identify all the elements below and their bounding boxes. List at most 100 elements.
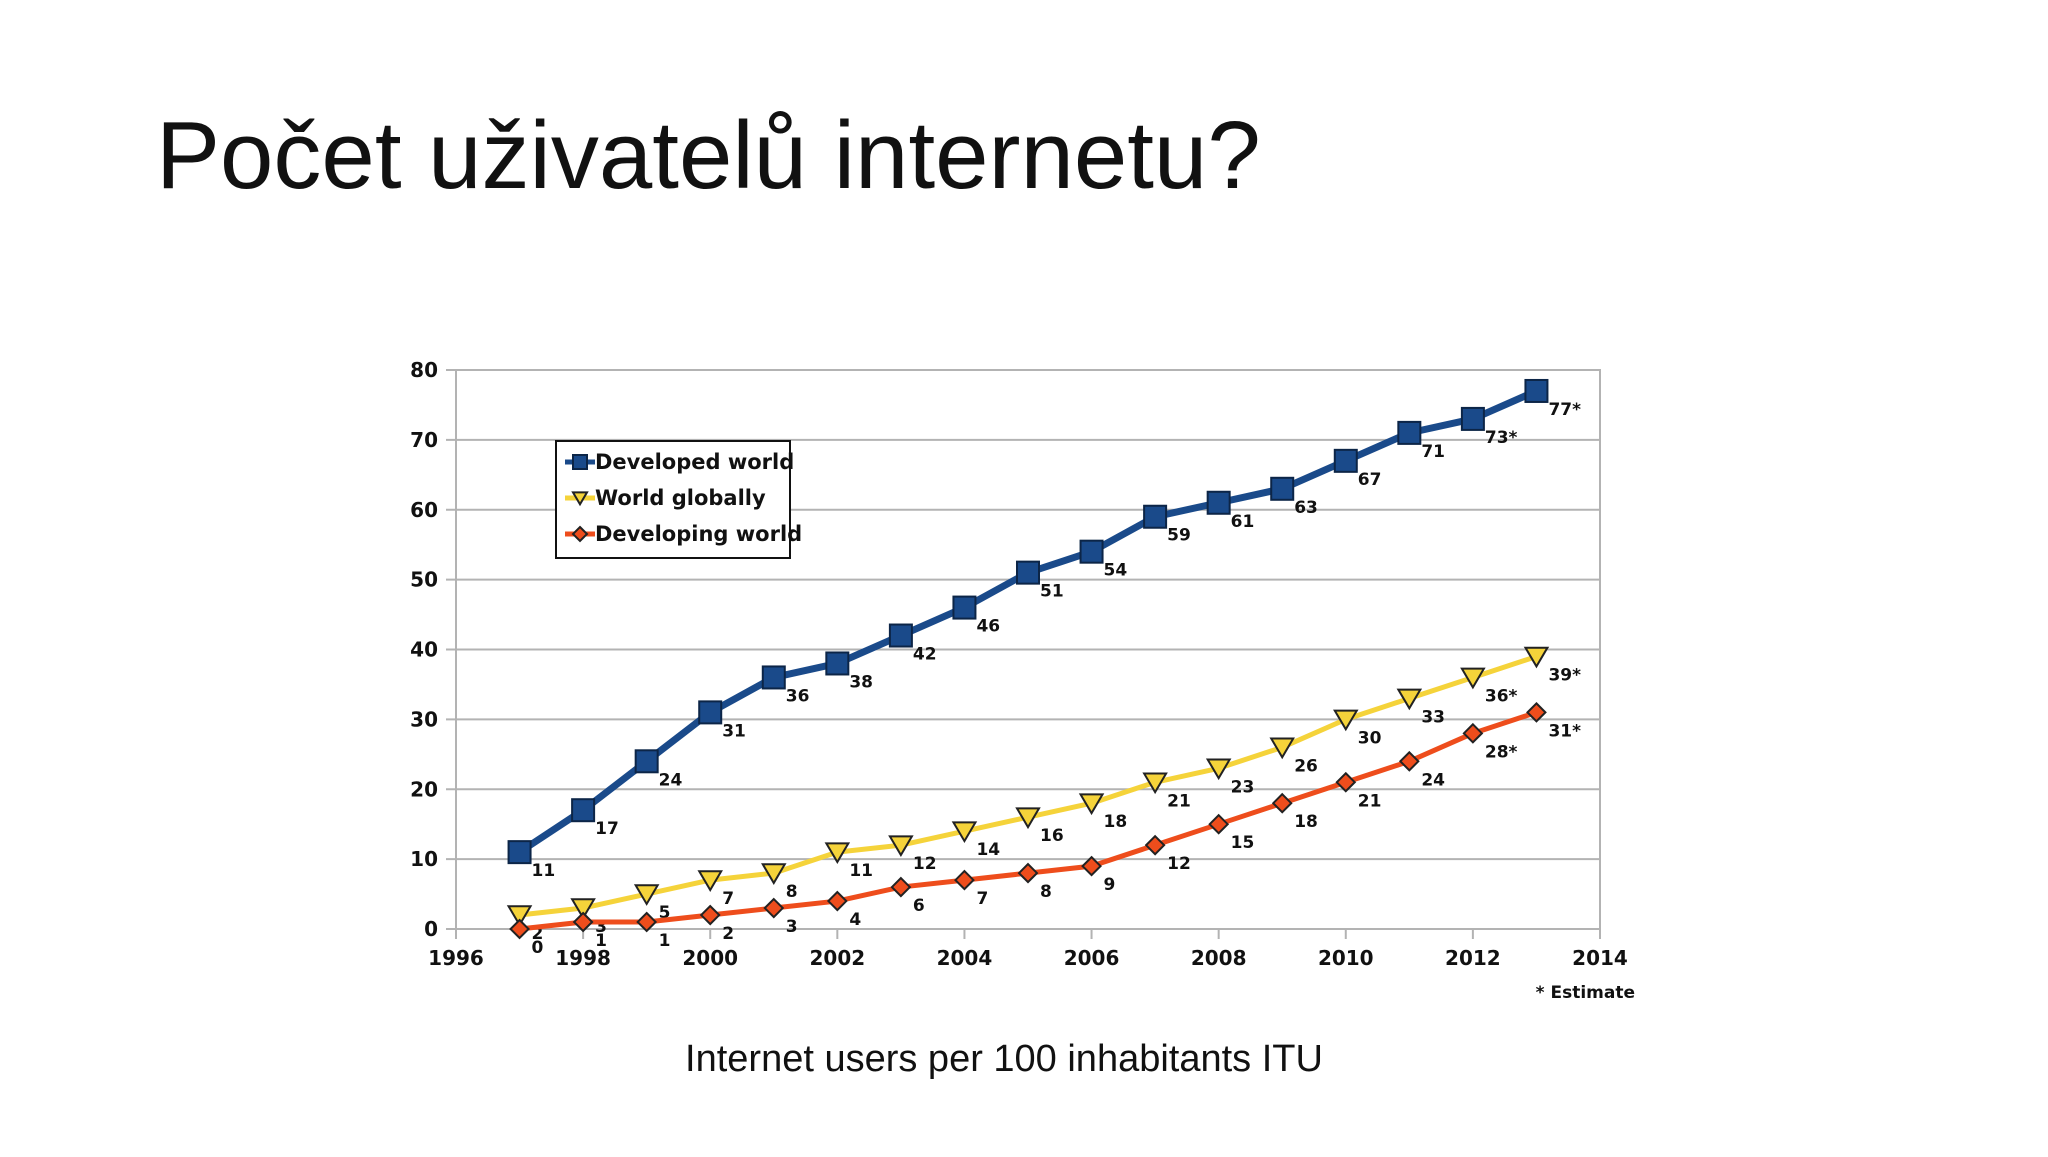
y-tick-label: 30 [410,707,438,731]
data-label: 39* [1548,665,1581,685]
data-point [952,595,977,620]
data-label: 28* [1485,742,1518,762]
data-point [890,876,912,898]
data-point [1206,490,1231,515]
x-tick-label: 2004 [937,946,993,970]
data-point [1208,813,1230,835]
data-point [888,835,914,858]
data-point [1016,560,1040,585]
x-tick-label: 2000 [682,946,738,970]
data-label: 36* [1485,686,1518,706]
data-label: 7 [976,889,988,909]
chart-footnote: * Estimate [1536,983,1635,1003]
chart-caption: Internet users per 100 inhabitants ITU [685,1038,1323,1080]
data-point [1270,476,1295,501]
y-tick-label: 60 [410,498,438,522]
x-tick-label: 2014 [1572,946,1628,970]
data-label: 17 [595,819,619,839]
legend-marker [571,491,589,507]
data-label: 8 [786,882,798,902]
data-point [825,651,850,676]
data-point [507,840,532,865]
data-point [633,884,660,906]
data-point [1333,448,1358,473]
x-tick-label: 1996 [428,946,484,970]
series-developed-world: 11 17 24 31 36 38 42 46 51 54 59 61 63 67 71 73* 77* [507,378,1581,881]
data-label: 42 [913,645,937,665]
data-point [1081,855,1102,877]
data-label: 16 [1040,826,1064,846]
data-label: 63 [1294,498,1318,518]
data-label: 9 [1104,875,1116,895]
data-point [1462,722,1484,744]
data-point [634,749,659,774]
legend-label: Developed world [595,450,794,474]
y-tick-label: 50 [410,568,438,592]
data-point [1269,737,1295,760]
data-point [1143,504,1168,529]
data-point [1271,792,1293,814]
data-label: 67 [1358,470,1382,490]
data-point [572,911,594,933]
data-point [1526,701,1547,723]
data-label: 33 [1421,707,1445,727]
data-label: 51 [1040,582,1064,602]
x-tick-label: 2002 [809,946,865,970]
y-tick-label: 80 [410,358,438,382]
data-point [570,898,596,920]
data-label: 54 [1104,561,1128,581]
x-tick-label: 2012 [1445,946,1501,970]
data-label: 11 [849,861,873,881]
data-label: 61 [1231,512,1255,532]
data-label: 6 [913,896,925,916]
data-point [506,905,533,927]
data-label: 38 [849,672,873,692]
data-point [1460,406,1485,431]
data-point [761,665,786,690]
data-label: 8 [1040,882,1052,902]
data-point [697,870,723,892]
data-label: 30 [1358,728,1382,748]
data-label: 71 [1421,442,1445,462]
data-point [1079,539,1104,564]
data-label: 46 [976,617,1000,637]
data-label: 12 [913,854,937,874]
x-tick-label: 2008 [1191,946,1247,970]
x-tick-label: 1998 [555,946,611,970]
data-point [824,842,851,865]
y-tick-label: 70 [410,428,438,452]
legend-item: Developed world [565,450,794,474]
data-point [699,904,721,926]
data-point [1142,772,1168,795]
data-label: 4 [849,910,861,930]
data-label: 11 [532,861,556,881]
data-point [509,918,530,940]
data-label: 1 [595,931,607,951]
data-point [571,798,596,823]
data-label: 14 [976,840,1000,860]
data-label: 24 [1421,770,1445,790]
data-label: 59 [1167,526,1191,546]
data-label: 18 [1104,812,1128,832]
y-tick-label: 0 [424,917,438,941]
data-point [1523,646,1550,669]
slide-title: Počet uživatelů internetu? [156,102,1261,209]
data-point [1205,758,1232,781]
data-label: 18 [1294,812,1318,832]
data-label: 21 [1167,791,1191,811]
data-point [888,623,913,648]
data-point [698,700,723,725]
legend-marker [571,525,589,543]
data-point [1078,793,1105,816]
data-point [951,821,978,844]
data-label: 21 [1358,791,1382,811]
data-label: 1 [659,931,671,951]
data-label: 36 [786,686,810,706]
data-label: 23 [1231,777,1255,797]
data-point [1397,420,1422,445]
